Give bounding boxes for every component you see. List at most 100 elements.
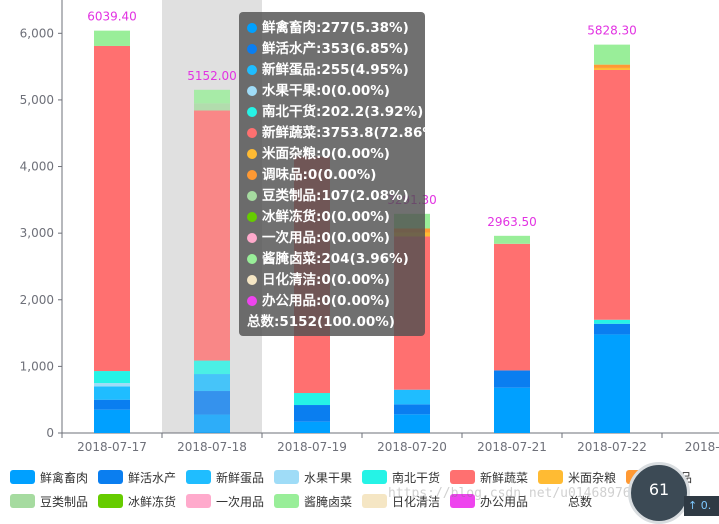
- tooltip-dot-icon: [247, 149, 257, 159]
- y-tick-label: 3,000: [20, 226, 54, 240]
- bar-segment: [594, 319, 630, 324]
- y-tick-label: 4,000: [20, 160, 54, 174]
- bar-segment: [94, 399, 130, 410]
- legend-label: 新鲜蔬菜: [480, 470, 528, 485]
- floating-widget-badge[interactable]: ↑ 0.: [684, 496, 719, 516]
- tooltip-row-text: 水果干果:0(0.00%): [262, 83, 390, 99]
- y-tick-label: 6,000: [20, 26, 54, 40]
- tooltip-dot-icon: [247, 128, 257, 138]
- bar-segment: [494, 370, 530, 388]
- tooltip-dot-icon: [247, 275, 257, 285]
- tooltip-row: 酱腌卤菜:204(3.96%): [247, 249, 417, 270]
- tooltip-row: 调味品:0(0.00%): [247, 165, 417, 186]
- bar-segment: [594, 69, 630, 320]
- legend-swatch: [186, 494, 211, 508]
- bar-segment: [594, 67, 630, 70]
- bar-segment: [294, 421, 330, 433]
- tooltip-row: 水果干果:0(0.00%): [247, 81, 417, 102]
- bar-segment: [594, 64, 630, 68]
- bar-segment: [394, 389, 430, 405]
- bar-total-label: 2963.50: [487, 215, 537, 229]
- tooltip-row: 新鲜蛋品:255(4.95%): [247, 60, 417, 81]
- tooltip-row: 办公用品:0(0.00%): [247, 291, 417, 312]
- tooltip-row: 鲜活水产:353(6.85%): [247, 39, 417, 60]
- legend-label: 冰鲜冻货: [128, 494, 176, 509]
- bar-segment: [94, 30, 130, 46]
- bar-segment: [194, 110, 230, 361]
- y-tick-label: 5,000: [20, 93, 54, 107]
- x-tick-label: 2018-07-18: [177, 440, 247, 454]
- bar-total-label: 6039.40: [87, 10, 137, 24]
- tooltip-dot-icon: [247, 107, 257, 117]
- legend-swatch: [450, 494, 475, 508]
- bar-segment: [94, 45, 130, 372]
- bar-segment: [94, 409, 130, 433]
- floating-widget[interactable]: 61: [628, 462, 690, 524]
- bar-segment: [594, 44, 630, 65]
- tooltip-dot-icon: [247, 65, 257, 75]
- bar-segment: [94, 383, 130, 387]
- tooltip-dot-icon: [247, 86, 257, 96]
- legend-swatch: [450, 470, 475, 484]
- tooltip-row-text: 一次用品:0(0.00%): [262, 230, 390, 246]
- bar-segment: [394, 404, 430, 415]
- legend-swatch: [274, 470, 299, 484]
- tooltip-dot-icon: [247, 212, 257, 222]
- legend-label-total: 总数: [568, 494, 592, 509]
- legend-label: 米面杂粮: [568, 470, 616, 485]
- tooltip-row-text: 调味品:0(0.00%): [262, 167, 377, 183]
- tooltip-dot-icon: [247, 254, 257, 264]
- tooltip-dot-icon: [247, 296, 257, 306]
- legend-swatch: [98, 470, 123, 484]
- tooltip-row-text: 日化清洁:0(0.00%): [262, 272, 390, 288]
- bar-segment: [194, 360, 230, 375]
- legend-label: 日化清洁: [392, 495, 440, 509]
- tooltip-row-text: 米面杂粮:0(0.00%): [262, 146, 390, 162]
- legend-label: 一次用品: [216, 495, 264, 509]
- tooltip-dot-icon: [247, 191, 257, 201]
- bar-segment: [494, 235, 530, 244]
- legend-label: 酱腌卤菜: [304, 494, 352, 509]
- bar-segment: [194, 414, 230, 433]
- bar-segment: [194, 374, 230, 392]
- tooltip-row: 一次用品:0(0.00%): [247, 228, 417, 249]
- tooltip-row-text: 新鲜蛋品:255(4.95%): [262, 62, 409, 78]
- tooltip-row: 鲜禽畜肉:277(5.38%): [247, 18, 417, 39]
- legend-label: 新鲜蛋品: [216, 470, 264, 485]
- bar-segment: [294, 405, 330, 422]
- tooltip-row-text: 酱腌卤菜:204(3.96%): [262, 251, 409, 267]
- legend-swatch: [362, 470, 387, 484]
- bar-segment: [494, 243, 530, 371]
- tooltip-row: 日化清洁:0(0.00%): [247, 270, 417, 291]
- legend-swatch: [274, 494, 299, 508]
- tooltip-row-text: 鲜活水产:353(6.85%): [262, 41, 409, 57]
- bar-total-label: 5828.30: [587, 24, 637, 38]
- legend-label: 南北干货: [392, 470, 440, 485]
- legend-swatch: [10, 494, 35, 508]
- x-tick-label: 2018-07-21: [477, 440, 547, 454]
- bar-segment: [294, 393, 330, 406]
- tooltip-row-text: 办公用品:0(0.00%): [262, 293, 390, 309]
- tooltip-row: 新鲜蔬菜:3753.8(72.86%): [247, 123, 442, 144]
- legend-swatch: [186, 470, 211, 484]
- x-tick-label: 2018-07-19: [277, 440, 347, 454]
- tooltip-total: 总数:5152(100.00%): [247, 314, 395, 330]
- tooltip-dot-icon: [247, 170, 257, 180]
- bar-total-label: 5152.00: [187, 69, 237, 83]
- legend-label: 办公用品: [480, 494, 528, 509]
- tooltip-row: 南北干货:202.2(3.92%): [247, 102, 423, 123]
- bar-segment: [194, 89, 230, 104]
- legend-label: 豆类制品: [40, 495, 88, 509]
- legend-label: 水果干果: [304, 471, 352, 485]
- legend-swatch: [10, 470, 35, 484]
- bar-segment: [94, 386, 130, 400]
- legend-swatch: [362, 494, 387, 508]
- legend-label: 鲜活水产: [128, 471, 176, 485]
- bar-segment: [94, 371, 130, 384]
- bar-segment: [594, 323, 630, 335]
- tooltip-row-text: 豆类制品:107(2.08%): [262, 188, 409, 204]
- bar-segment: [594, 334, 630, 433]
- legend-swatch: [538, 470, 563, 484]
- y-tick-label: 1,000: [20, 359, 54, 373]
- bar-segment: [494, 387, 530, 433]
